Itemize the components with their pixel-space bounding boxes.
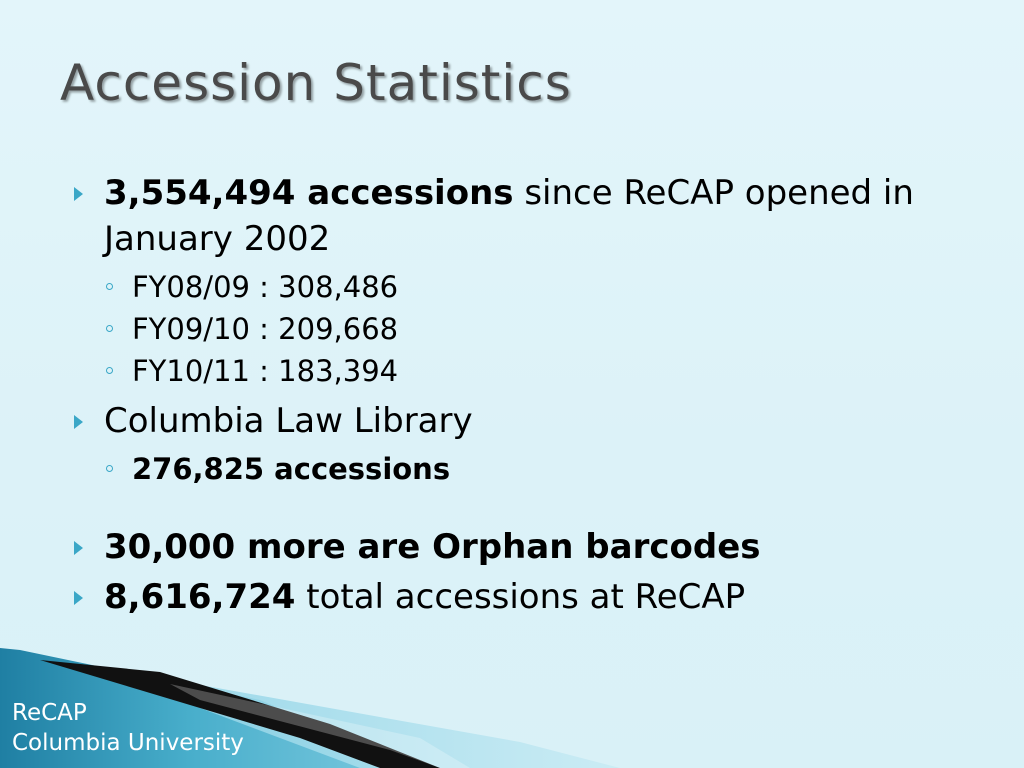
- footer-line-university: Columbia University: [12, 730, 244, 756]
- sub-bullet-text: FY09/10 : 209,668: [132, 312, 399, 346]
- bullet-bold-text: 30,000 more are Orphan barcodes: [104, 527, 761, 567]
- bullet-list: 3,554,494 accessions since ReCAP opened …: [74, 170, 974, 620]
- circle-bullet-icon: [106, 465, 113, 472]
- sub-bullet-item: FY08/09 : 308,486: [74, 266, 974, 308]
- bullet-bold-text: 3,554,494 accessions: [104, 173, 514, 213]
- spacer: [74, 490, 974, 524]
- bullet-item: Columbia Law Library: [74, 398, 974, 444]
- footer-branding: ReCAP Columbia University: [12, 698, 244, 758]
- footer-line-recap: ReCAP: [12, 700, 87, 726]
- bullet-item: 30,000 more are Orphan barcodes: [74, 524, 974, 570]
- triangle-bullet-icon: [74, 541, 83, 555]
- sub-bullet-item: FY09/10 : 209,668: [74, 308, 974, 350]
- bullet-bold-text: 8,616,724: [104, 577, 296, 617]
- sub-bullet-text: FY10/11 : 183,394: [132, 354, 399, 388]
- bullet-text: Columbia Law Library: [104, 401, 473, 441]
- circle-bullet-icon: [106, 325, 113, 332]
- triangle-bullet-icon: [74, 591, 83, 605]
- circle-bullet-icon: [106, 367, 113, 374]
- slide-title: Accession Statistics: [60, 54, 572, 112]
- sub-bullet-text: FY08/09 : 308,486: [132, 270, 399, 304]
- bullet-text: since ReCAP opened in January 2002: [104, 173, 914, 259]
- sub-bullet-item: 276,825 accessions: [74, 448, 974, 490]
- triangle-bullet-icon: [74, 415, 83, 429]
- bullet-item: 3,554,494 accessions since ReCAP opened …: [74, 170, 974, 262]
- triangle-bullet-icon: [74, 187, 83, 201]
- bullet-item: 8,616,724 total accessions at ReCAP: [74, 574, 974, 620]
- sub-bullet-item: FY10/11 : 183,394: [74, 350, 974, 392]
- circle-bullet-icon: [106, 283, 113, 290]
- bullet-text: total accessions at ReCAP: [295, 577, 746, 617]
- sub-bullet-bold-text: 276,825 accessions: [132, 452, 451, 486]
